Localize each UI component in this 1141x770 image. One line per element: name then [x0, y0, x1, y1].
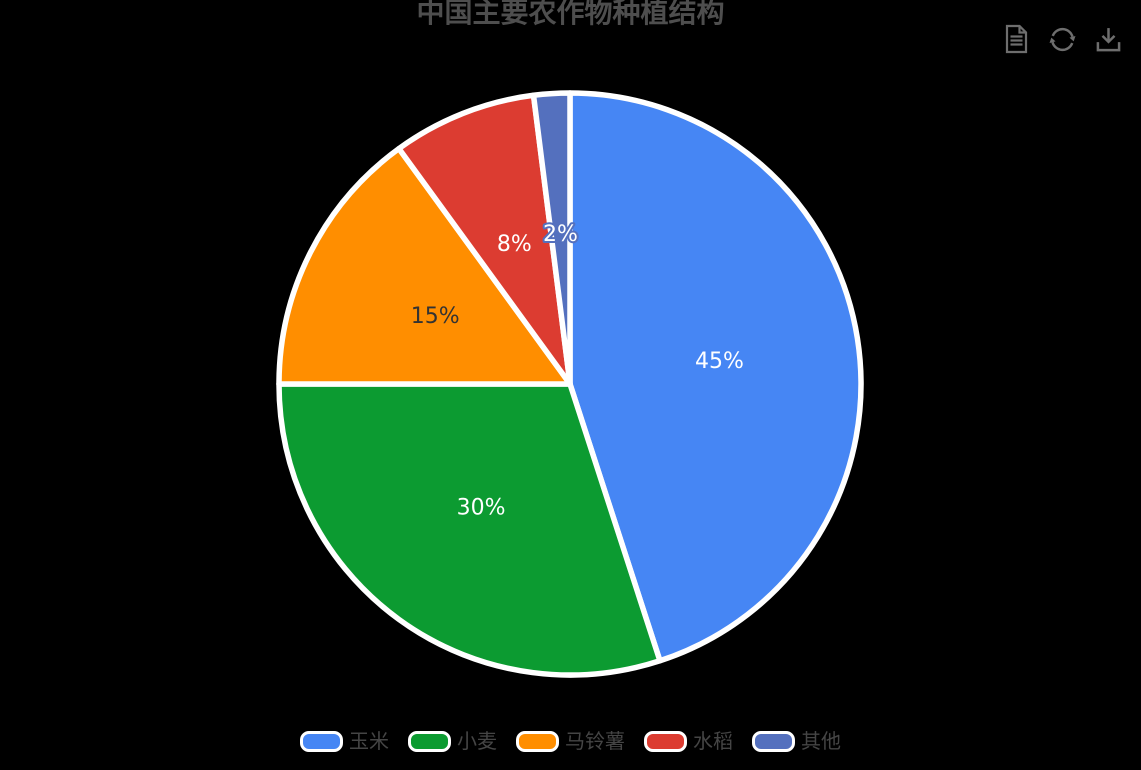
data-view-button[interactable]: [1000, 23, 1032, 55]
legend: 玉米 小麦 马铃薯 水稻 其他: [0, 726, 1141, 756]
legend-label: 水稻: [693, 729, 733, 753]
document-icon: [1005, 24, 1028, 54]
legend-marker: [408, 730, 451, 752]
legend-item-wheat[interactable]: 小麦: [408, 730, 497, 752]
refresh-icon: [1047, 24, 1078, 55]
legend-marker: [752, 730, 795, 752]
legend-item-rice[interactable]: 水稻: [644, 730, 733, 752]
legend-label: 小麦: [457, 729, 497, 753]
pie-slice-rice[interactable]: [396, 92, 573, 387]
toolbar: [1000, 23, 1124, 55]
legend-item-other[interactable]: 其他: [752, 730, 841, 752]
legend-label: 其他: [801, 729, 841, 753]
legend-item-corn[interactable]: 玉米: [300, 730, 389, 752]
pie-slice-corn[interactable]: [567, 90, 864, 664]
save-image-button[interactable]: [1092, 23, 1124, 55]
legend-label: 马铃薯: [565, 729, 625, 753]
legend-marker: [516, 730, 559, 752]
pie-slice-wheat[interactable]: [276, 381, 663, 678]
download-icon: [1095, 26, 1122, 53]
legend-item-potato[interactable]: 马铃薯: [516, 730, 625, 752]
legend-label: 玉米: [349, 729, 389, 753]
restore-button[interactable]: [1046, 23, 1078, 55]
pie-slice-other[interactable]: [530, 90, 573, 387]
legend-marker: [300, 730, 343, 752]
legend-marker: [644, 730, 687, 752]
pie-slice-potato[interactable]: [276, 145, 573, 387]
